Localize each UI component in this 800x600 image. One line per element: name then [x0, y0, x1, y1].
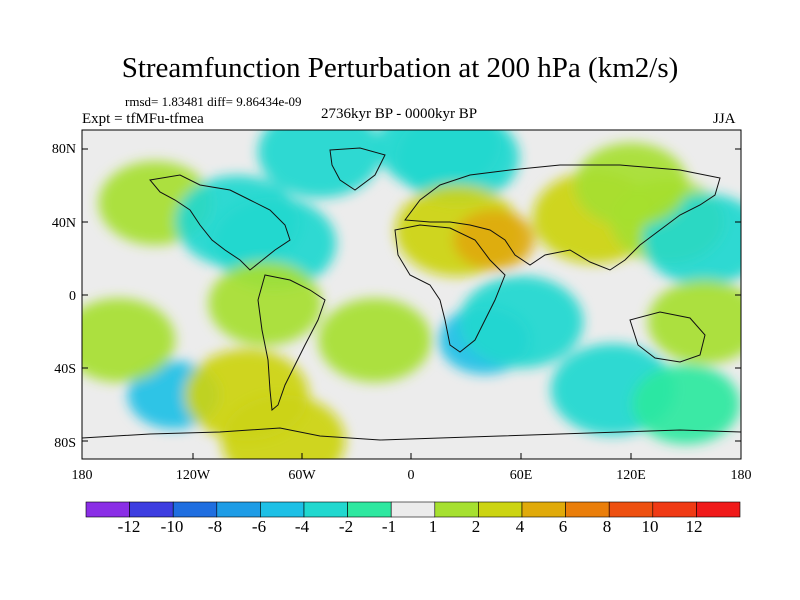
lon-tick-60e: 60E [509, 468, 533, 483]
coast-antarctica [82, 427, 741, 441]
lat-tick-80n: 80N [51, 142, 76, 157]
coast-south-america [257, 274, 326, 411]
colorbar-label-m1: -1 [381, 517, 397, 536]
lat-tick-80s: 80S [54, 436, 76, 451]
colorbar-label-m2: -2 [338, 517, 354, 536]
contour-region [257, 130, 383, 198]
coast-greenland [329, 147, 386, 191]
coastlines [82, 147, 741, 441]
coast-eurasia [404, 164, 721, 271]
period-text: 2736kyr BP - 0000kyr BP [321, 106, 478, 122]
contour-region [453, 209, 535, 270]
chart-title: Streamfunction Perturbation at 200 hPa (… [121, 52, 679, 84]
contour-region [632, 364, 741, 445]
lat-tick-0: 0 [69, 289, 76, 304]
colorbar-label-p6: 6 [558, 517, 568, 536]
contour-field [82, 130, 741, 459]
contour-region [175, 175, 300, 268]
colorbar [85, 501, 741, 518]
colorbar-swatch [608, 501, 654, 518]
colorbar-swatch [303, 501, 348, 518]
colorbar-swatch [85, 501, 130, 518]
contour-region [574, 142, 688, 227]
colorbar-swatch [565, 501, 610, 518]
lon-tick-120e: 120E [616, 468, 646, 483]
colorbar-swatch [390, 501, 436, 518]
lon-tick-180e: 180 [730, 468, 752, 483]
colorbar-label-p1: 1 [428, 517, 438, 536]
lon-tick-120w: 120W [175, 468, 211, 483]
colorbar-label-m4: -4 [294, 517, 310, 536]
contour-fill-layer [82, 130, 741, 459]
axis-ticks [82, 148, 741, 459]
lat-tick-40s: 40S [54, 362, 76, 377]
colorbar-swatch [521, 501, 566, 518]
colorbar-label-p4: 4 [515, 517, 525, 536]
contour-region [647, 279, 741, 364]
colorbar-label-p10: 10 [641, 517, 659, 536]
season-text: JJA [713, 111, 736, 127]
lon-tick-180w: 180 [71, 468, 93, 483]
lat-tick-40n: 40N [51, 216, 76, 231]
colorbar-label-m12: -12 [117, 517, 141, 536]
colorbar-label-m6: -6 [251, 517, 267, 536]
colorbar-swatch [216, 501, 261, 518]
colorbar-swatch [434, 501, 479, 518]
colorbar-label-p8: 8 [602, 517, 612, 536]
colorbar-swatch [347, 501, 392, 518]
colorbar-swatch [478, 501, 523, 518]
coast-africa [394, 224, 506, 353]
colorbar-swatch [652, 501, 697, 518]
contour-region [82, 298, 176, 383]
experiment-text: Expt = tfMFu-tfmea [82, 111, 204, 127]
colorbar-swatch [129, 501, 174, 518]
contour-region [221, 394, 346, 459]
colorbar-swatch [260, 501, 305, 518]
contour-region [395, 130, 520, 204]
colorbar-label-p2: 2 [471, 517, 481, 536]
colorbar-swatch [172, 501, 218, 518]
stats-text: rmsd= 1.83481 diff= 9.86434e-09 [125, 94, 302, 109]
colorbar-label-p12: 12 [685, 517, 703, 536]
lon-tick-60w: 60W [288, 468, 316, 483]
coast-australia [629, 311, 706, 363]
coast-north-america [149, 174, 291, 271]
contour-region [208, 261, 322, 346]
colorbar-label-m8: -8 [207, 517, 223, 536]
lon-tick-0: 0 [407, 468, 415, 483]
colorbar-swatch [696, 501, 741, 518]
colorbar-label-m10: -10 [160, 517, 184, 536]
contour-region [318, 298, 432, 383]
contour-region [459, 275, 584, 368]
